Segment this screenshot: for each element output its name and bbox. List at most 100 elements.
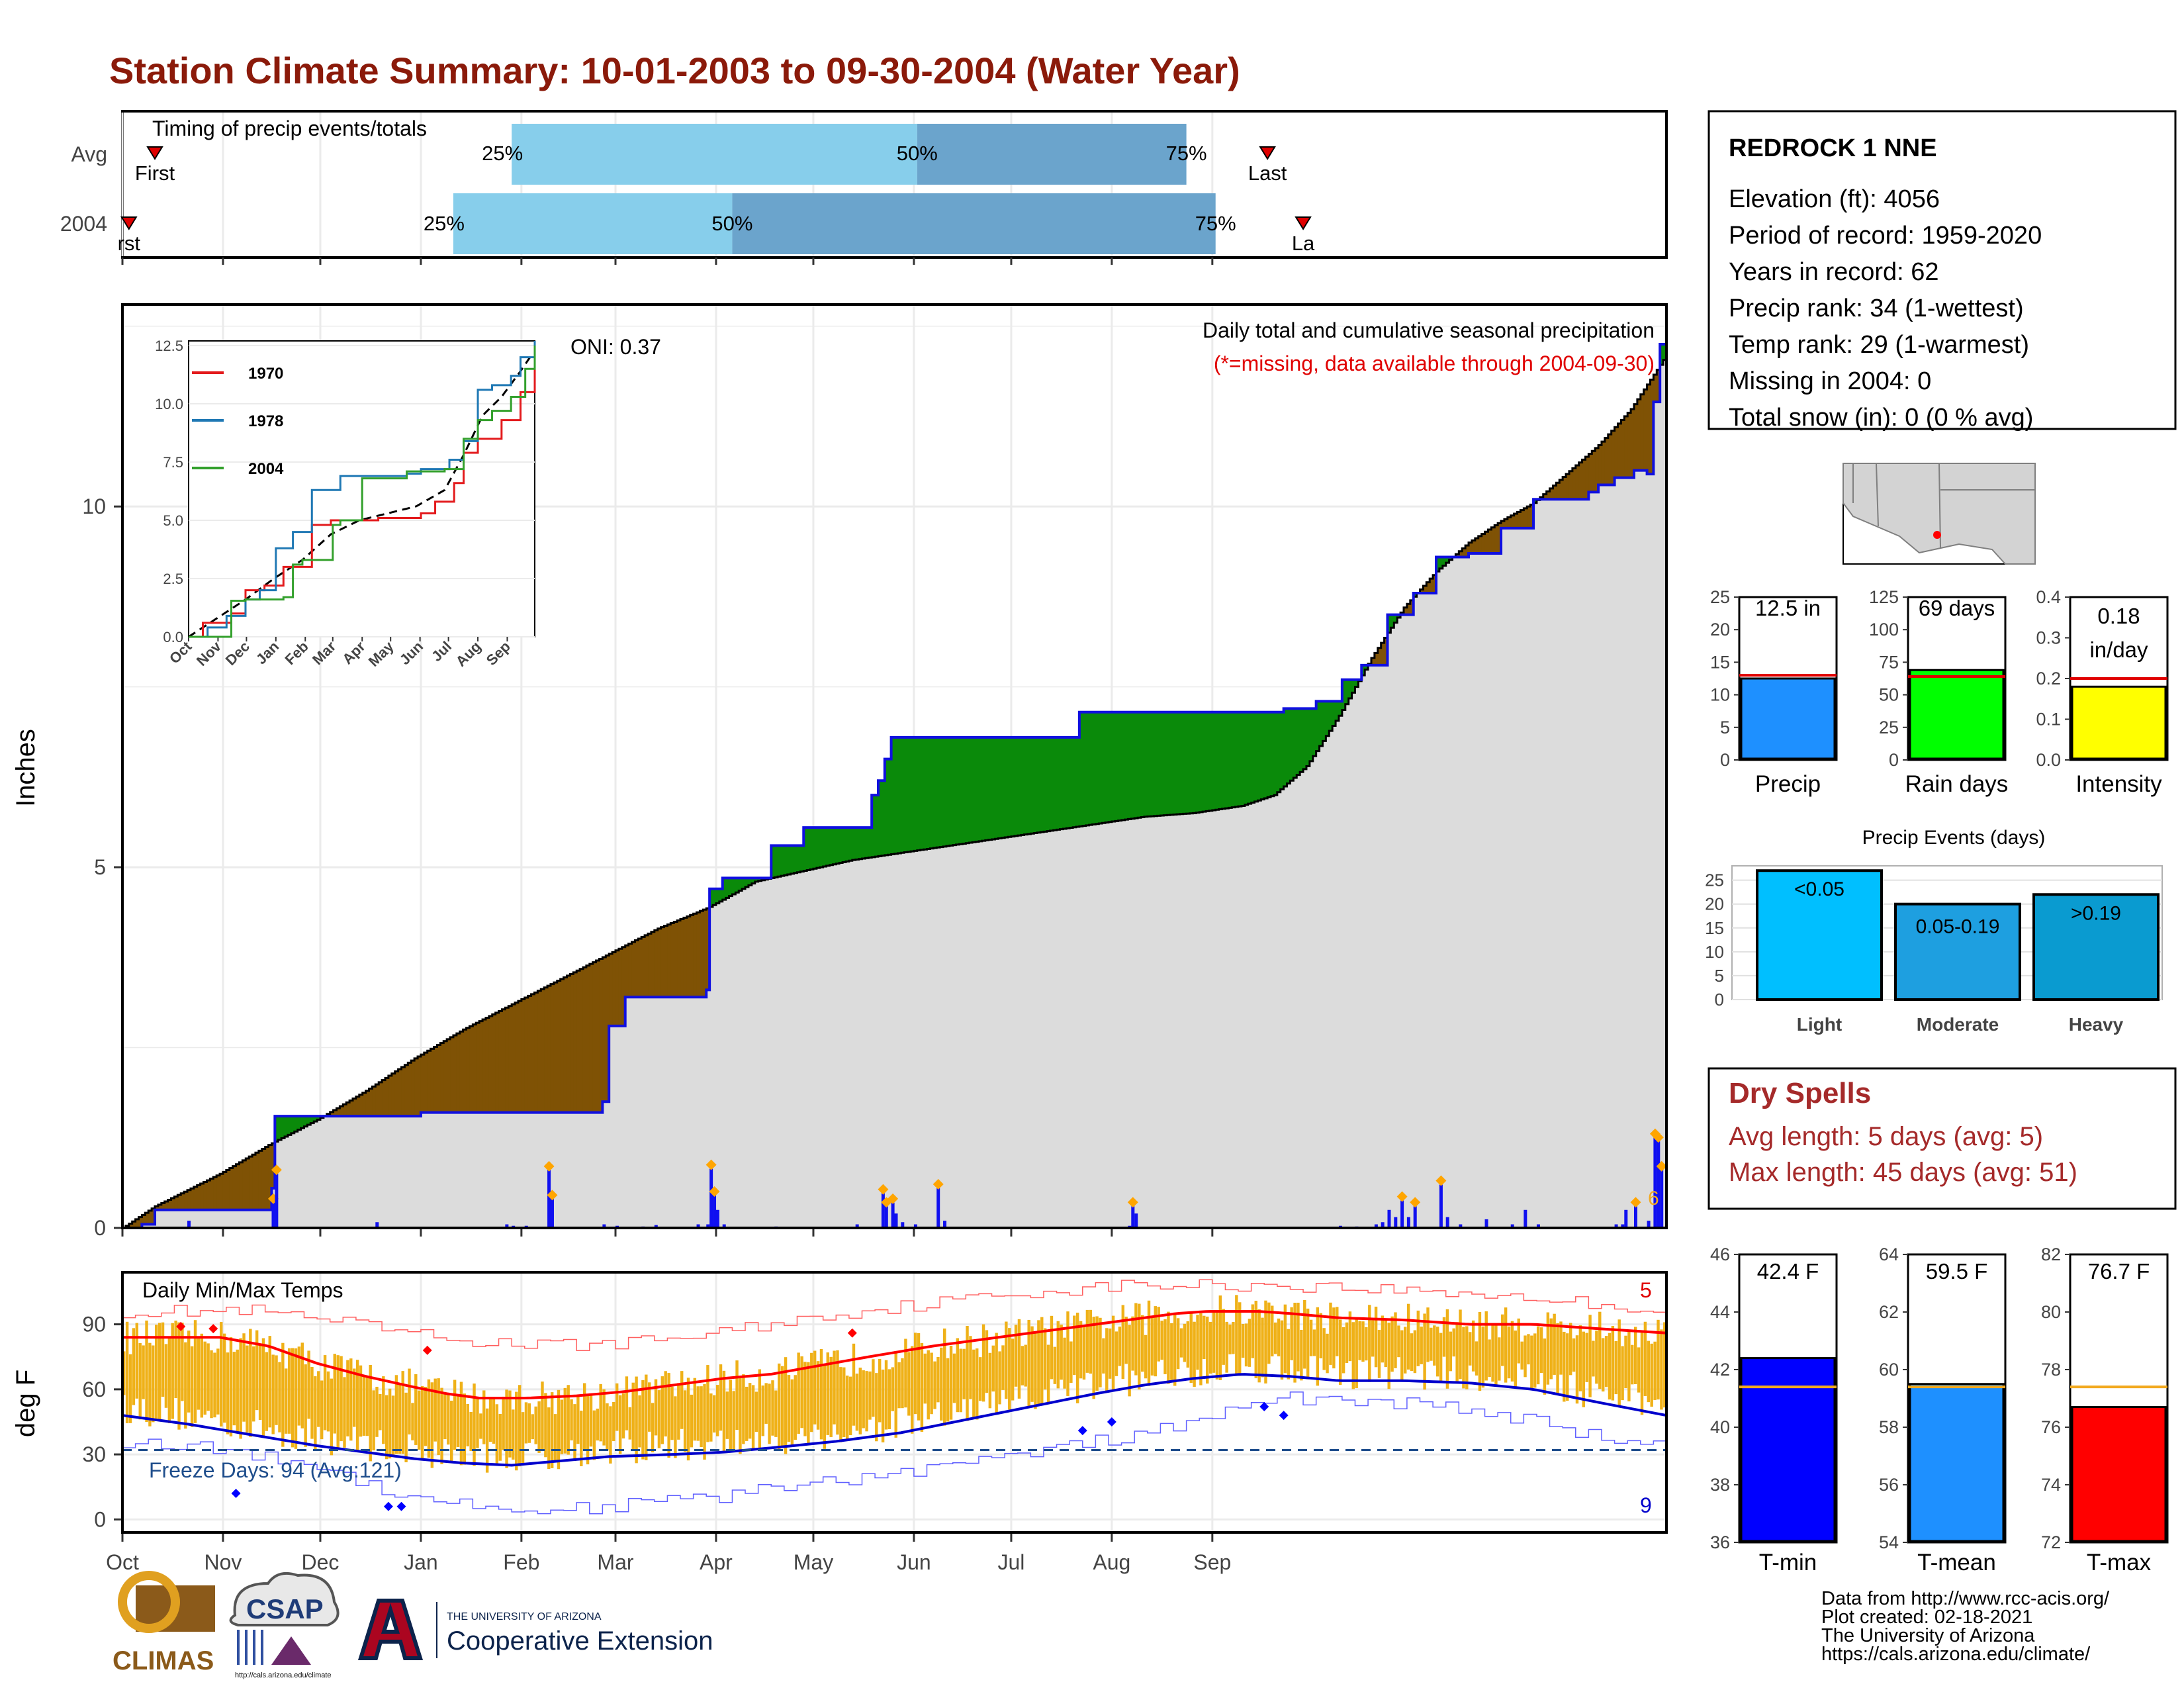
surplus-strip <box>1066 737 1070 829</box>
daily-temp-bar <box>541 1382 544 1451</box>
daily-temp-bar <box>1358 1321 1361 1360</box>
deficit-strip <box>1582 459 1586 500</box>
month-label: Jun <box>897 1550 931 1574</box>
inset-ytick-label: 2.5 <box>163 571 183 587</box>
surplus-strip <box>1293 708 1297 778</box>
footer-line-4: https://cals.arizona.edu/climate/ <box>1821 1644 2091 1665</box>
deficit-strip <box>573 972 577 1113</box>
daily-temp-bar <box>1293 1302 1297 1383</box>
daily-temp-bar <box>576 1395 580 1444</box>
daily-temp-bar <box>920 1342 924 1432</box>
surplus-strip <box>881 780 886 856</box>
daily-temp-bar <box>913 1333 917 1415</box>
surplus-strip <box>1336 701 1340 721</box>
deficit-strip <box>1478 536 1482 553</box>
summary-ytick-label: 15 <box>1710 652 1730 672</box>
surplus-strip <box>923 737 928 850</box>
daily-temp-bar <box>952 1353 956 1403</box>
surplus-strip <box>1397 614 1401 618</box>
daily-temp-bar <box>340 1356 343 1442</box>
surplus-strip <box>1027 737 1031 834</box>
daily-temp-bar <box>369 1364 372 1462</box>
daily-temp-bar <box>1014 1325 1018 1387</box>
daily-temp-bar <box>807 1362 810 1444</box>
daily-temp-bar <box>696 1386 700 1441</box>
daily-temp-bar <box>197 1336 201 1410</box>
surplus-strip <box>1273 712 1278 796</box>
deficit-strip <box>664 925 668 998</box>
deficit-strip <box>242 1160 246 1210</box>
deficit-strip <box>1569 471 1573 500</box>
daily-temp-bar <box>1465 1326 1469 1389</box>
daily-temp-bar <box>203 1341 206 1415</box>
deficit-strip <box>502 1009 506 1113</box>
deficit-strip <box>1530 504 1534 528</box>
daily-temp-bar <box>1501 1314 1504 1366</box>
daily-temp-bar <box>430 1382 434 1468</box>
daily-temp-bar <box>1436 1327 1439 1377</box>
deficit-strip <box>485 1017 490 1113</box>
obs-cumulative-line <box>122 326 1668 1229</box>
daily-temp-bar <box>570 1399 573 1440</box>
deficit-strip <box>690 915 694 998</box>
daily-temp-bar <box>1203 1315 1206 1360</box>
surplus-strip <box>858 827 863 859</box>
daily-temp-bar <box>524 1402 528 1444</box>
surplus-strip <box>1160 712 1164 816</box>
daily-temp-bar <box>1046 1344 1050 1403</box>
temp-bar-ytick-label: 72 <box>2041 1532 2061 1552</box>
surplus-strip <box>911 737 915 852</box>
surplus-strip <box>1212 712 1216 810</box>
surplus-strip <box>1261 712 1265 800</box>
surplus-strip <box>917 737 921 851</box>
deficit-strip <box>628 943 633 998</box>
deficit-strip <box>531 994 535 1113</box>
deficit-strip <box>340 1106 343 1117</box>
daily-temp-bar <box>1287 1329 1290 1380</box>
month-label: Dec <box>302 1550 340 1574</box>
daily-temp-bar <box>1475 1341 1479 1376</box>
deficit-strip <box>505 1008 509 1113</box>
daily-record-marker <box>1435 1175 1447 1186</box>
daily-temp-bar <box>1355 1319 1358 1388</box>
deficit-strip <box>534 992 538 1113</box>
timing-2004-last-label: La <box>1292 232 1315 255</box>
surplus-strip <box>1390 614 1394 628</box>
temp-bar-ytick-label: 58 <box>1879 1417 1899 1437</box>
daily-temp-bar <box>686 1378 690 1461</box>
daily-temp-bar <box>330 1378 334 1456</box>
deficit-strip <box>686 916 691 998</box>
daily-temp-bar <box>1494 1325 1498 1386</box>
surplus-strip <box>1290 708 1294 781</box>
month-label: Sep <box>1193 1550 1231 1574</box>
daily-temp-bar <box>618 1395 622 1454</box>
daily-temp-bar <box>537 1401 541 1453</box>
daily-temp-bar <box>287 1348 291 1434</box>
station-info-line: Missing in 2004: 0 <box>1729 367 1931 395</box>
surplus-strip <box>1660 344 1664 365</box>
daily-temp-bar <box>1387 1323 1390 1389</box>
daily-record-marker <box>1656 1160 1667 1172</box>
daily-temp-bar <box>226 1352 230 1434</box>
surplus-strip <box>1124 712 1128 820</box>
summary-ytick-label: 10 <box>1710 685 1730 705</box>
surplus-strip <box>819 827 824 868</box>
deficit-strip <box>518 1001 522 1113</box>
temp-count-top: 5 <box>1640 1278 1652 1302</box>
surplus-strip <box>976 737 979 842</box>
deficit-strip <box>1423 586 1427 593</box>
deficit-strip <box>1498 523 1502 553</box>
deficit-strip <box>177 1195 181 1210</box>
daily-temp-bar <box>940 1347 943 1421</box>
deficit-strip <box>631 942 635 998</box>
daily-temp-bar <box>778 1363 781 1450</box>
daily-temp-bar <box>1514 1330 1518 1387</box>
deficit-strip <box>414 1058 418 1117</box>
daily-temp-bar <box>1030 1326 1034 1402</box>
locator-map <box>1843 463 2036 565</box>
deficit-strip <box>394 1071 399 1117</box>
daily-temp-bar <box>878 1358 882 1423</box>
deficit-strip <box>181 1193 185 1210</box>
daily-temp-bar <box>774 1390 778 1437</box>
summary-ytick-label: 0 <box>1720 750 1730 770</box>
